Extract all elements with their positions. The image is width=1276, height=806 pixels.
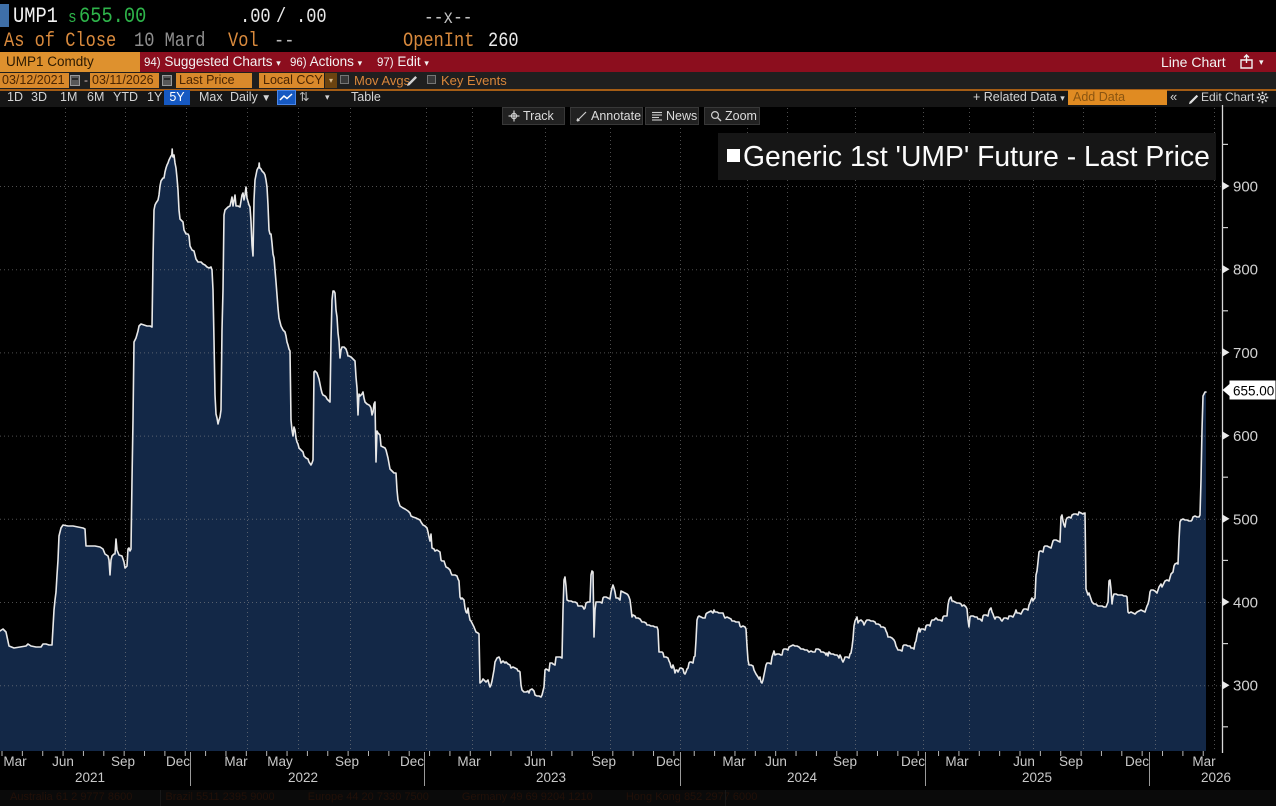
svg-text:Mar: Mar bbox=[945, 754, 969, 769]
svg-text:800: 800 bbox=[1233, 262, 1258, 279]
svg-text:May: May bbox=[267, 754, 293, 769]
svg-text:Dec: Dec bbox=[1125, 754, 1149, 769]
svg-text:Dec: Dec bbox=[656, 754, 680, 769]
svg-text:Mar: Mar bbox=[722, 754, 746, 769]
svg-text:2021: 2021 bbox=[75, 770, 105, 785]
svg-text:Dec: Dec bbox=[400, 754, 424, 769]
svg-text:900: 900 bbox=[1233, 179, 1258, 196]
svg-text:500: 500 bbox=[1233, 511, 1258, 528]
svg-text:Jun: Jun bbox=[524, 754, 546, 769]
svg-text:700: 700 bbox=[1233, 345, 1258, 362]
svg-text:Jun: Jun bbox=[52, 754, 74, 769]
svg-text:Dec: Dec bbox=[901, 754, 925, 769]
svg-text:Jun: Jun bbox=[1013, 754, 1035, 769]
svg-text:Jun: Jun bbox=[765, 754, 787, 769]
svg-text:Sep: Sep bbox=[833, 754, 857, 769]
svg-text:Mar: Mar bbox=[224, 754, 248, 769]
svg-text:655.00: 655.00 bbox=[1233, 384, 1274, 399]
svg-text:Dec: Dec bbox=[166, 754, 190, 769]
svg-text:2026: 2026 bbox=[1201, 770, 1231, 785]
svg-text:Sep: Sep bbox=[592, 754, 616, 769]
svg-text:Mar: Mar bbox=[457, 754, 481, 769]
svg-text:300: 300 bbox=[1233, 678, 1258, 695]
svg-text:Sep: Sep bbox=[335, 754, 359, 769]
svg-text:Sep: Sep bbox=[1059, 754, 1083, 769]
svg-text:2024: 2024 bbox=[787, 770, 818, 785]
svg-text:2023: 2023 bbox=[536, 770, 566, 785]
svg-text:600: 600 bbox=[1233, 428, 1258, 445]
svg-text:Generic 1st 'UMP' Future - Las: Generic 1st 'UMP' Future - Last Price bbox=[743, 140, 1210, 172]
svg-text:Sep: Sep bbox=[111, 754, 135, 769]
svg-text:Mar: Mar bbox=[3, 754, 27, 769]
svg-text:400: 400 bbox=[1233, 595, 1258, 612]
svg-text:2022: 2022 bbox=[288, 770, 318, 785]
svg-text:2025: 2025 bbox=[1022, 770, 1052, 785]
svg-text:Mar: Mar bbox=[1192, 754, 1216, 769]
